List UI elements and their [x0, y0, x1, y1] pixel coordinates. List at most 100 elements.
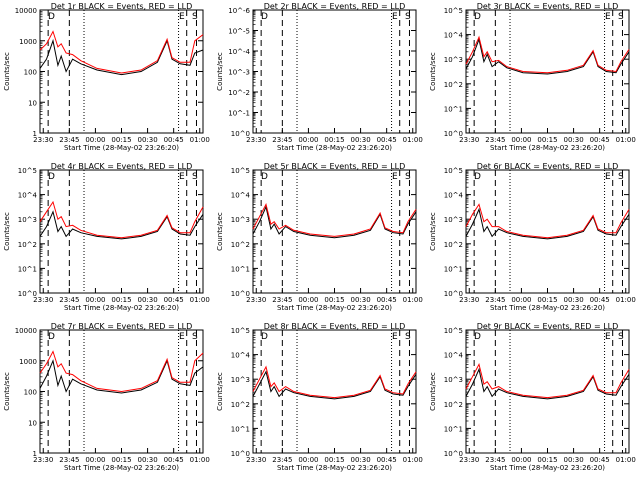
x-tick-label: 00:30 — [350, 296, 370, 304]
y-tick-label: 10^1 — [444, 105, 463, 113]
y-tick-label: 10^2 — [231, 241, 250, 249]
x-tick-label: 00:00 — [511, 456, 531, 464]
y-tick-label: 10^0 — [231, 130, 250, 138]
x-tick-label: 00:45 — [377, 296, 397, 304]
detector-panel-4: Det 4r BLACK = Events, RED = LLD 10^0 10^1… — [3, 162, 210, 312]
x-tick-label: 23:30 — [459, 136, 479, 144]
series-line-lld — [465, 363, 630, 399]
marker-label: D — [261, 172, 268, 182]
marker-label: D — [48, 172, 55, 182]
x-axis-label: Start Time (28-May-02 23:26:20) — [277, 304, 392, 312]
x-tick-label: 01:00 — [616, 136, 636, 144]
y-tick-label: 10^1 — [231, 425, 250, 433]
x-tick-label: 00:00 — [85, 456, 105, 464]
y-tick-label: 10^0 — [444, 130, 463, 138]
marker-label: D — [474, 12, 481, 22]
detector-panel-3: Det 3r BLACK = Events, RED = LLD 10^0 10^1… — [429, 2, 636, 152]
x-tick-label: 00:45 — [590, 296, 610, 304]
y-tick-label: 10^3 — [231, 376, 250, 384]
x-tick-label: 23:45 — [485, 136, 505, 144]
series-line-lld — [252, 203, 417, 237]
x-tick-label: 01:00 — [190, 136, 210, 144]
x-axis-label: Start Time (28-May-02 23:26:20) — [490, 304, 605, 312]
marker-label: E — [392, 332, 398, 342]
x-tick-label: 23:30 — [33, 296, 53, 304]
x-tick-label: 00:15 — [111, 136, 131, 144]
x-tick-label: 00:45 — [590, 136, 610, 144]
marker-label: D — [261, 12, 268, 22]
x-tick-label: 23:30 — [459, 296, 479, 304]
y-tick-label: 10000 — [15, 327, 37, 335]
x-tick-label: 00:00 — [85, 136, 105, 144]
x-tick-label: 23:45 — [485, 456, 505, 464]
y-tick-label: 10^4 — [444, 192, 464, 200]
y-tick-label: 10^1 — [444, 425, 463, 433]
x-tick-label: 01:00 — [616, 296, 636, 304]
marker-label: E — [605, 12, 611, 22]
series-line-events — [252, 205, 417, 239]
y-tick-label: 10^1 — [18, 265, 37, 273]
detector-panel-2: Det 2r BLACK = Events, RED = LLD 10^0 10^-… — [216, 2, 423, 152]
marker-label: E — [179, 172, 185, 182]
marker-label: S — [192, 172, 198, 182]
panel-title: Det 4r BLACK = Events, RED = LLD — [51, 162, 193, 171]
series-line-lld — [39, 200, 204, 239]
marker-label: S — [192, 12, 198, 22]
marker-label: E — [392, 12, 398, 22]
x-axis-label: Start Time (28-May-02 23:26:20) — [277, 144, 392, 152]
x-tick-label: 23:45 — [272, 136, 292, 144]
y-axis-label: Counts/sec — [3, 212, 11, 251]
x-tick-label: 00:00 — [298, 296, 318, 304]
x-tick-label: 00:15 — [537, 136, 557, 144]
x-tick-label: 23:45 — [59, 296, 79, 304]
x-tick-label: 00:15 — [537, 296, 557, 304]
x-tick-label: 23:45 — [485, 296, 505, 304]
detector-panel-7: Det 7r BLACK = Events, RED = LLD 1 10 100 10… — [3, 322, 210, 472]
y-tick-label: 10^2 — [18, 241, 37, 249]
x-axis-label: Start Time (28-May-02 23:26:20) — [64, 464, 179, 472]
series-line-events — [465, 367, 630, 400]
marker-label: S — [405, 332, 411, 342]
marker-label: E — [605, 172, 611, 182]
x-tick-label: 00:45 — [590, 456, 610, 464]
y-axis-label: Counts/sec — [216, 52, 224, 91]
y-axis-label: Counts/sec — [429, 212, 437, 251]
marker-label: D — [474, 332, 481, 342]
x-tick-label: 00:30 — [137, 136, 157, 144]
y-tick-label: 10^5 — [231, 167, 250, 175]
y-tick-label: 10^2 — [444, 241, 463, 249]
x-tick-label: 00:00 — [511, 296, 531, 304]
series-line-lld — [465, 35, 630, 74]
x-tick-label: 23:30 — [33, 136, 53, 144]
x-tick-label: 23:30 — [246, 296, 266, 304]
x-tick-label: 00:00 — [85, 296, 105, 304]
x-tick-label: 00:15 — [324, 456, 344, 464]
series-line-events — [465, 207, 630, 240]
x-tick-label: 00:15 — [324, 136, 344, 144]
marker-label: D — [261, 332, 268, 342]
y-tick-label: 10^-2 — [228, 89, 250, 97]
x-tick-label: 23:45 — [59, 456, 79, 464]
x-tick-label: 23:30 — [246, 136, 266, 144]
y-tick-label: 1000 — [19, 38, 37, 46]
y-tick-label: 10^0 — [231, 290, 250, 298]
y-axis-label: Counts/sec — [3, 52, 11, 91]
panel-title: Det 3r BLACK = Events, RED = LLD — [477, 2, 619, 11]
x-tick-label: 01:00 — [403, 456, 423, 464]
detector-panel-9: Det 9r BLACK = Events, RED = LLD 10^0 10^1… — [429, 322, 636, 472]
x-tick-label: 01:00 — [403, 296, 423, 304]
y-tick-label: 10^-6 — [228, 7, 250, 15]
marker-label: S — [405, 12, 411, 22]
x-tick-label: 00:30 — [563, 456, 583, 464]
y-tick-label: 10^4 — [231, 192, 251, 200]
marker-label: S — [405, 172, 411, 182]
marker-label: S — [618, 12, 624, 22]
marker-label: S — [618, 332, 624, 342]
marker-label: E — [179, 332, 185, 342]
y-tick-label: 10^0 — [231, 450, 250, 458]
y-tick-label: 10^3 — [444, 216, 463, 224]
y-tick-label: 10^5 — [444, 167, 463, 175]
x-tick-label: 23:45 — [59, 136, 79, 144]
